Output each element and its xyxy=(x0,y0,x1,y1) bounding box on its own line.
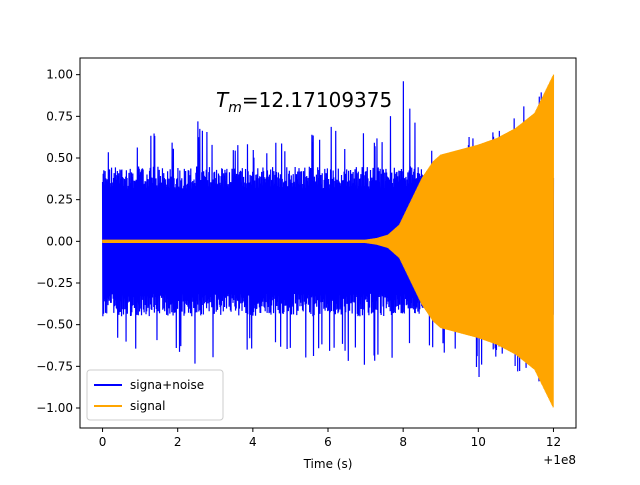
x-tick-label: 10 xyxy=(471,435,486,449)
legend: signa+noise signal xyxy=(86,369,224,421)
y-tick-label: 1.00 xyxy=(46,68,73,82)
y-tick-label: 0.00 xyxy=(46,234,73,248)
x-tick-label: 0 xyxy=(99,435,107,449)
y-tick-label: 0.25 xyxy=(46,193,73,207)
x-axis-label: Time (s) xyxy=(303,457,353,471)
x-axis: 0 2 4 6 8 10 12 xyxy=(99,428,561,449)
legend-box xyxy=(86,369,224,421)
y-tick-label: 0.50 xyxy=(46,151,73,165)
y-tick-label: 0.75 xyxy=(46,109,73,123)
x-offset-label: +1e8 xyxy=(543,453,576,467)
y-tick-label: −0.75 xyxy=(36,359,73,373)
y-tick-label: −0.25 xyxy=(36,276,73,290)
legend-label-signal: signal xyxy=(130,399,166,413)
annotation-subscript: m xyxy=(228,100,242,116)
annotation-value: =12.17109375 xyxy=(242,88,392,112)
annotation-text: Tm=12.17109375 xyxy=(216,88,392,116)
y-tick-label: −1.00 xyxy=(36,401,73,415)
x-tick-label: 6 xyxy=(324,435,332,449)
x-tick-label: 2 xyxy=(174,435,182,449)
x-tick-label: 8 xyxy=(399,435,407,449)
annotation-symbol: T xyxy=(216,88,230,112)
x-tick-label: 12 xyxy=(546,435,561,449)
y-axis: −1.00 −0.75 −0.50 −0.25 0.00 0.25 0.50 0.75 1.00 xyxy=(36,68,80,415)
series-line-signal xyxy=(101,74,555,408)
x-tick-label: 4 xyxy=(249,435,257,449)
series-layer xyxy=(101,74,555,408)
y-tick-label: −0.50 xyxy=(36,318,73,332)
legend-label-signal-noise: signa+noise xyxy=(130,378,204,392)
